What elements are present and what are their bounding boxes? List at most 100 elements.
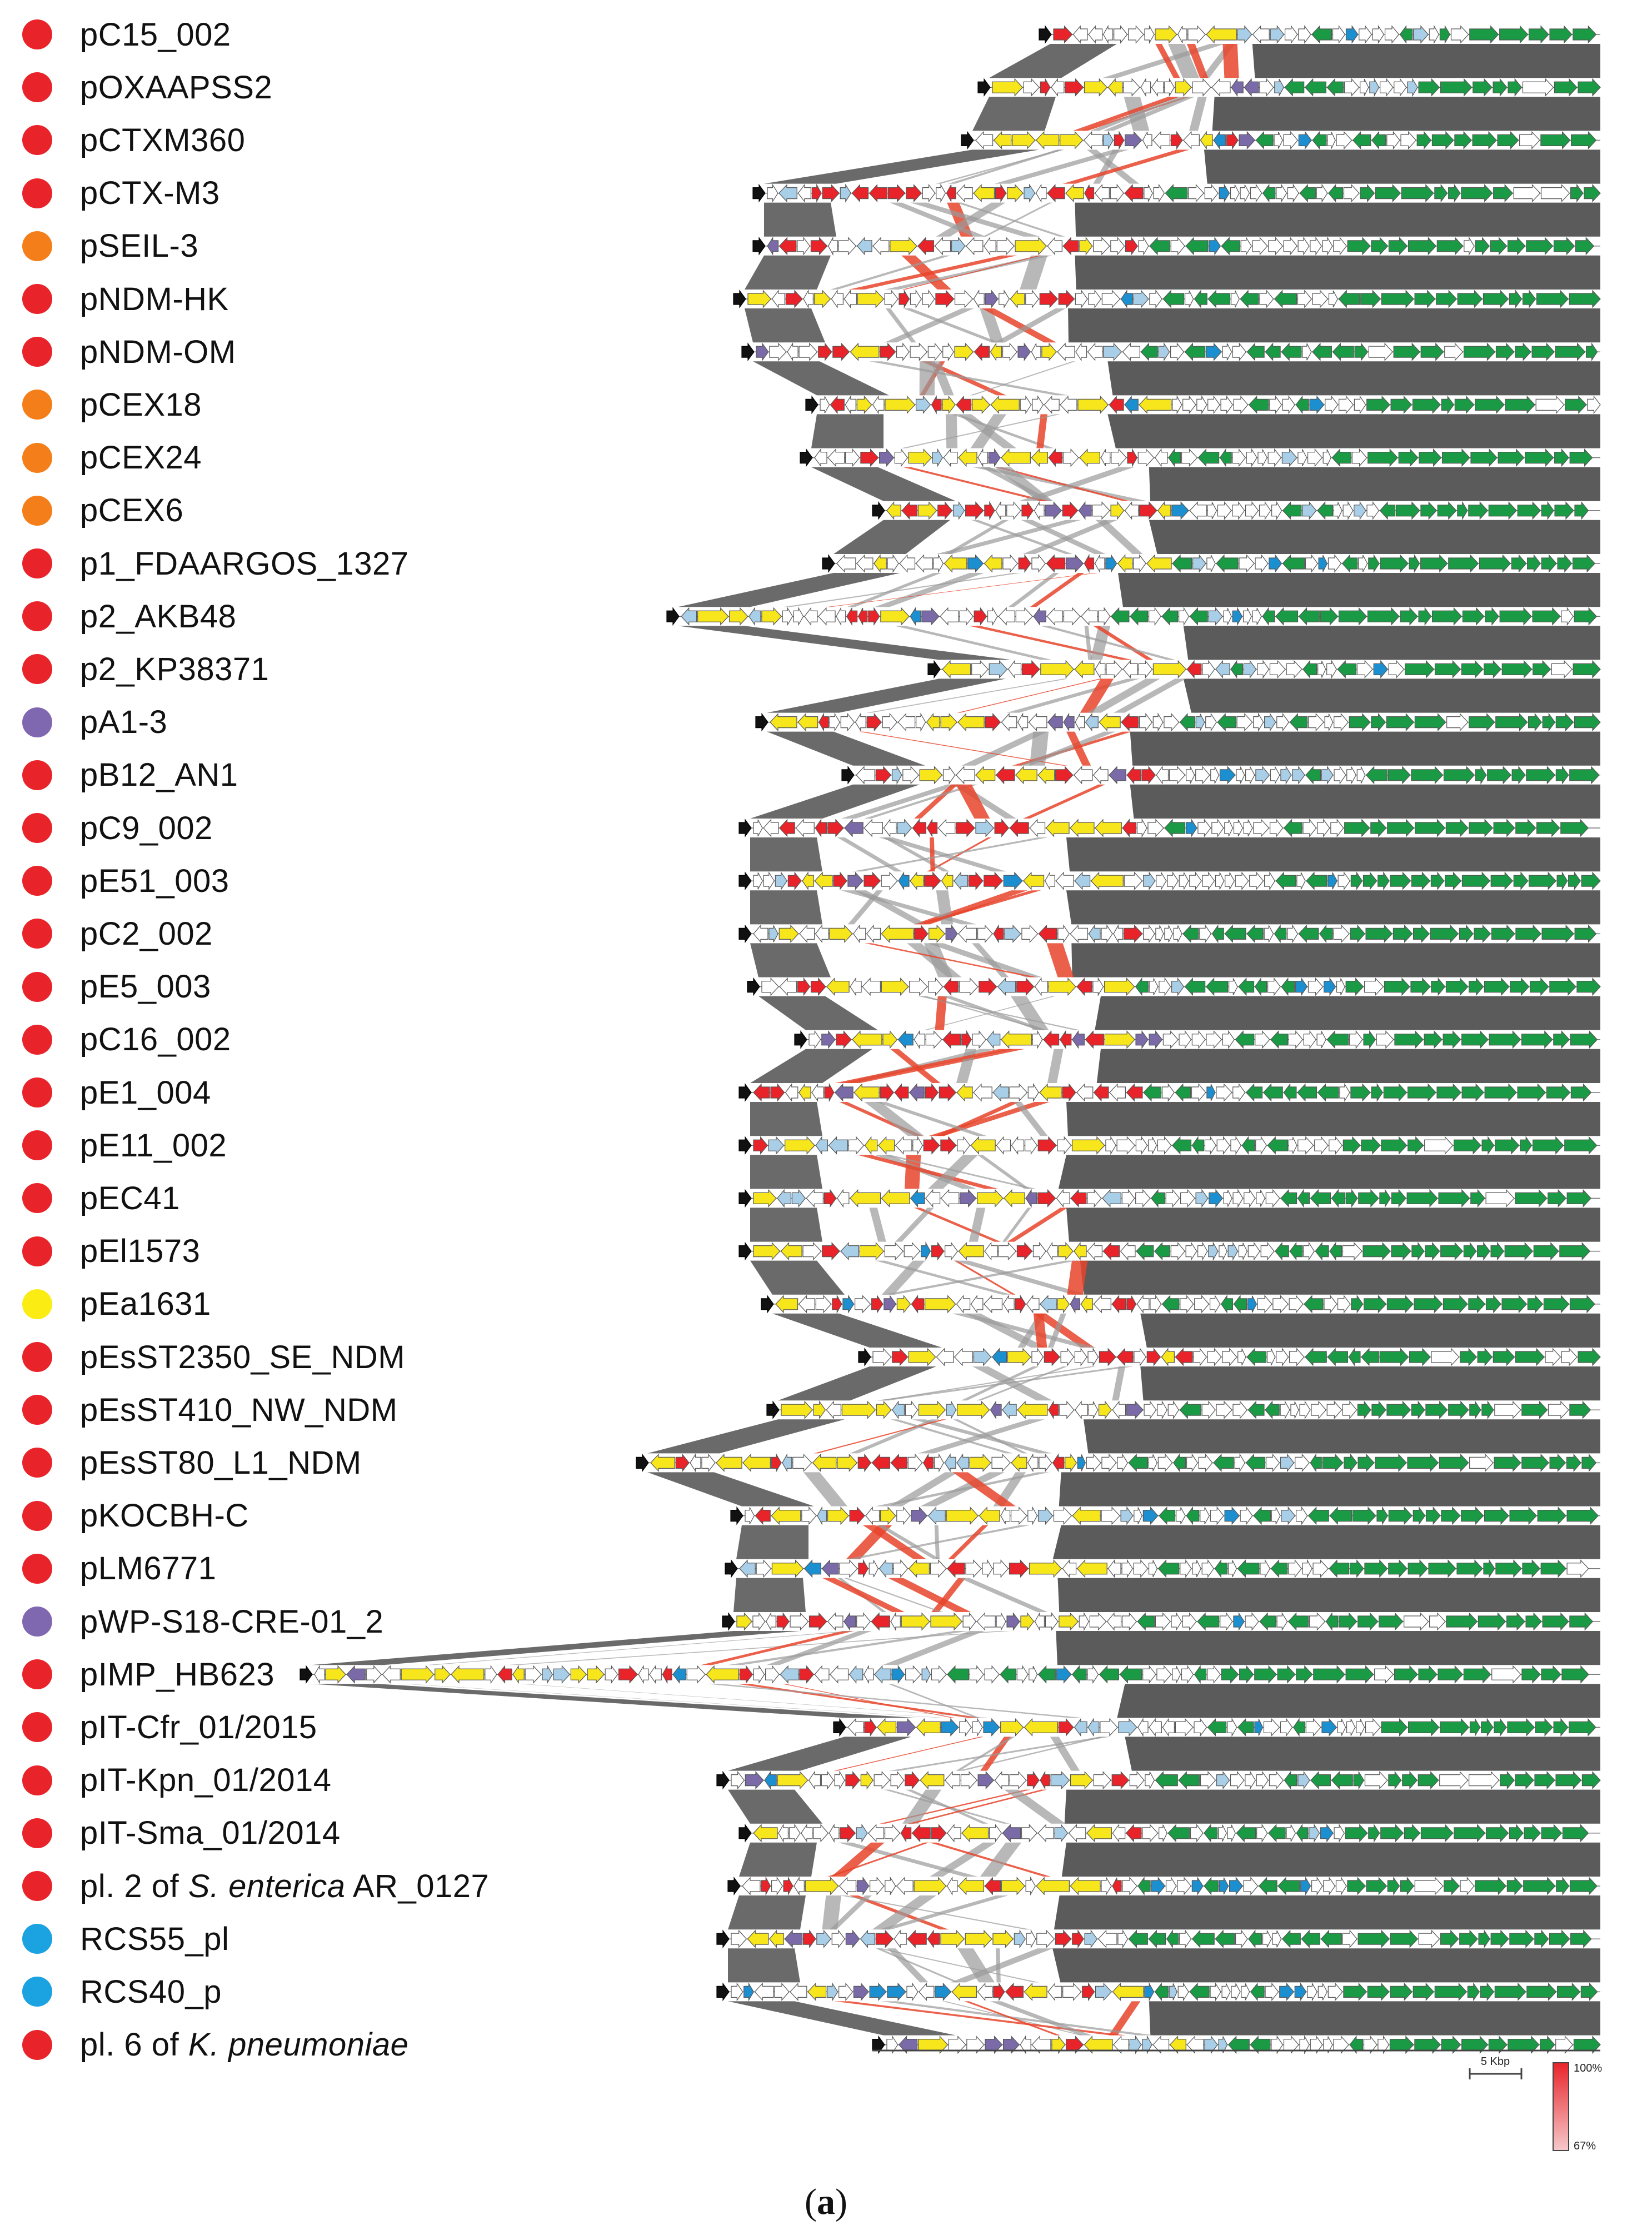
plasmid-track (755, 712, 1601, 732)
gene-arrow (512, 1665, 525, 1684)
gene-arrow (1386, 131, 1400, 150)
diagram-legend: 5 Kbp 100% 67% (872, 2049, 1602, 2152)
gene-arrow (1388, 1559, 1408, 1578)
gene-arrow (1234, 1453, 1246, 1473)
gene-arrow (1339, 395, 1354, 415)
gene-arrow (1088, 25, 1103, 44)
plasmid-label-row: pB12_AN1 (22, 753, 238, 797)
gene-arrow (1060, 131, 1084, 149)
homology-link (864, 1102, 925, 1136)
gene-arrow (1540, 131, 1571, 149)
gene-arrow (1468, 501, 1489, 520)
gene-arrow (1204, 1136, 1216, 1155)
gene-arrow (1121, 713, 1139, 732)
gene-arrow (1357, 1612, 1379, 1631)
gene-arrow (914, 924, 929, 944)
homology-link (1047, 1049, 1064, 1083)
gene-arrow (857, 290, 885, 308)
gene-arrow (485, 1665, 497, 1684)
scale-bar-label: 5 Kbp (1481, 2056, 1510, 2068)
gene-arrow (1440, 1242, 1464, 1261)
gene-arrow (1124, 501, 1139, 520)
gene-arrow (1075, 290, 1088, 308)
gene-arrow (1092, 977, 1104, 996)
gene-arrow (1532, 1136, 1564, 1155)
plasmid-label-row: p2_AKB48 (22, 594, 236, 638)
gene-arrow (1065, 184, 1084, 203)
gene-arrow (1357, 1453, 1375, 1472)
gene-arrow (984, 871, 1004, 890)
gene-arrow (1124, 184, 1144, 203)
homology-block (1149, 520, 1600, 554)
gene-arrow (743, 1982, 754, 2002)
gene-arrow (1551, 660, 1573, 679)
gene-arrow (1037, 1189, 1056, 1208)
gene-arrow (984, 1877, 1001, 1895)
gene-arrow (1358, 1189, 1379, 1208)
plasmid-label-row: pCEX18 (22, 382, 202, 427)
plasmid-name: RCS40_p (80, 1973, 222, 2010)
gene-arrow (847, 1718, 864, 1737)
gene-arrow (1284, 25, 1298, 44)
homology-link (971, 520, 1073, 554)
gene-arrow (1206, 342, 1222, 361)
gene-arrow (1026, 1294, 1040, 1314)
homology-block (1117, 1684, 1600, 1718)
plasmid-label-row: pIT-Kpn_01/2014 (22, 1758, 332, 1803)
gene-arrow (1092, 501, 1110, 520)
gene-arrow (1116, 1348, 1134, 1366)
gene-arrow (1074, 1718, 1087, 1737)
gene-arrow (1275, 1241, 1289, 1261)
gene-arrow (1058, 1241, 1074, 1261)
gene-arrow (1276, 1348, 1289, 1366)
homology-link (827, 1842, 930, 1877)
gene-arrow (1078, 501, 1092, 520)
gene-arrow (1016, 1242, 1033, 1261)
gene-arrow (1354, 501, 1366, 520)
plasmid-label-row: pEsST410_NW_NDM (22, 1388, 398, 1432)
plasmid-name: p2_AKB48 (80, 598, 237, 635)
gene-arrow (1167, 1400, 1179, 1420)
gene-arrow (1534, 1771, 1555, 1790)
gene-arrow (1135, 1189, 1151, 1208)
gene-arrow (785, 290, 803, 308)
gene-arrow (1231, 78, 1244, 97)
gene-arrow (738, 1136, 752, 1155)
gene-arrow (1361, 1136, 1381, 1155)
gene-arrow (1170, 342, 1185, 361)
gene-arrow (553, 1665, 571, 1684)
gene-arrow (1070, 1294, 1080, 1314)
gene-arrow (1467, 1982, 1480, 2002)
gene-arrow (1235, 871, 1249, 890)
gene-arrow (745, 1507, 755, 1524)
gene-arrow (1439, 24, 1451, 44)
gene-arrow (1386, 713, 1415, 732)
gene-arrow (956, 1400, 990, 1419)
plasmid-track (927, 660, 1601, 679)
gene-arrow (1297, 449, 1307, 466)
plasmid-name: pB12_AN1 (80, 757, 238, 794)
gene-arrow (1184, 342, 1206, 361)
gene-arrow (1173, 925, 1182, 942)
gene-arrow (1267, 1824, 1286, 1843)
gene-arrow (1366, 395, 1390, 414)
gene-arrow (1155, 25, 1177, 44)
gene-arrow (1436, 237, 1464, 256)
gene-arrow (1260, 1241, 1275, 1261)
homology-block (1096, 1049, 1600, 1083)
plasmid-tracks (300, 24, 1601, 2054)
gene-arrow (763, 819, 779, 837)
gene-arrow (706, 1665, 739, 1684)
gene-arrow (1210, 1506, 1224, 1525)
gene-arrow (1287, 1612, 1309, 1631)
homology-link (890, 1419, 1013, 1454)
gene-arrow (801, 1823, 813, 1843)
gene-arrow (880, 342, 896, 361)
gene-arrow (1410, 977, 1431, 996)
gene-arrow (1056, 1665, 1072, 1684)
gene-arrow (1063, 712, 1075, 732)
gene-arrow (716, 1982, 730, 2002)
gene-arrow (1316, 183, 1328, 203)
category-dot (22, 1500, 52, 1531)
gene-arrow (1040, 1770, 1050, 1790)
